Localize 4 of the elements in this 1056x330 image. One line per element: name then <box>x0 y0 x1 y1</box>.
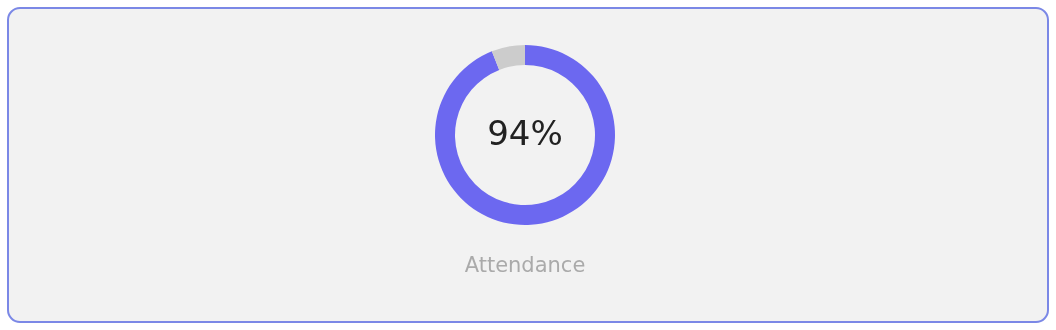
data-label: 94% <box>487 113 563 153</box>
text: Attendance <box>464 253 586 277</box>
donut-slice <box>435 45 615 225</box>
donut-slice <box>491 45 525 70</box>
